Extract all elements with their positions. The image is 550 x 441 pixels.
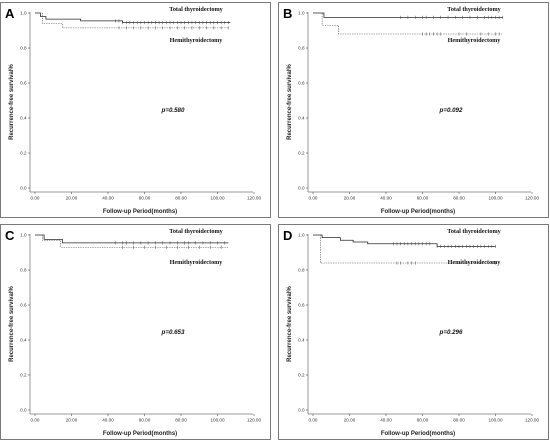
legend-hemithyroidectomy: Hemithyroidectomy: [448, 259, 502, 266]
p-value-annotation: p=0.296: [439, 329, 463, 336]
legend-hemithyroidectomy: Hemithyroidectomy: [170, 37, 224, 44]
y-axis-label: Recurrence-free survival%: [9, 285, 15, 361]
x-tick-label: 60.00: [139, 418, 151, 423]
km-panel-d: D 0.0 0.2 0.4 0.6 0.8 1.0 0.00 20.00 40.00 60.00 80…: [278, 224, 549, 440]
y-tick-label: 0.2: [20, 151, 27, 156]
x-tick-label: 20.00: [344, 418, 356, 423]
x-tick-label: 0.00: [309, 196, 318, 201]
x-tick-label: 100.00: [210, 196, 224, 201]
x-tick-label: 60.00: [417, 196, 429, 201]
y-tick-label: 0.8: [20, 268, 27, 273]
y-tick-label: 0.0: [20, 408, 27, 413]
y-axis-label: Recurrence-free survival%: [9, 63, 15, 139]
x-tick-label: 40.00: [102, 418, 114, 423]
p-value-annotation: p=0.092: [439, 107, 463, 114]
series-line-hemithyroidectomy: [313, 12, 503, 35]
x-tick-label: 100.00: [210, 418, 224, 423]
x-tick-label: 80.00: [175, 196, 187, 201]
y-tick-label: 1.0: [298, 11, 305, 16]
y-tick-label: 0.2: [298, 373, 305, 378]
x-tick-label: 120.00: [247, 418, 261, 423]
x-tick-label: 40.00: [380, 418, 392, 423]
x-tick-label: 20.00: [344, 196, 356, 201]
y-tick-label: 0.0: [20, 186, 27, 191]
legend-total-thyroidectomy: Total thyroidectomy: [169, 228, 223, 235]
panel-letter: D: [283, 228, 292, 243]
x-tick-label: 100.00: [488, 418, 502, 423]
panel-frame: [0, 2, 271, 218]
y-axis-label: Recurrence-free survival%: [287, 63, 293, 139]
y-tick-label: 0.2: [298, 151, 305, 156]
y-tick-label: 0.0: [298, 408, 305, 413]
x-tick-label: 0.00: [309, 418, 318, 423]
panel-frame: [278, 224, 549, 440]
series-line-hemithyroidectomy: [35, 234, 229, 248]
x-tick-label: 20.00: [66, 418, 78, 423]
y-tick-label: 0.8: [20, 46, 27, 51]
y-tick-label: 0.4: [20, 116, 27, 121]
series-line-total-thyroidectomy: [35, 12, 231, 24]
y-tick-label: 0.4: [298, 338, 305, 343]
y-axis-label: Recurrence-free survival%: [287, 285, 293, 361]
y-tick-label: 0.6: [298, 303, 305, 308]
panel-frame: [278, 2, 549, 218]
panel-letter: A: [5, 6, 15, 21]
y-tick-label: 0.4: [20, 338, 27, 343]
panel-letter: B: [283, 6, 292, 21]
y-tick-label: 0.8: [298, 46, 305, 51]
x-tick-label: 60.00: [139, 196, 151, 201]
x-tick-label: 120.00: [247, 196, 261, 201]
y-tick-label: 0.2: [20, 373, 27, 378]
x-tick-label: 120.00: [525, 196, 539, 201]
y-tick-label: 0.0: [298, 186, 305, 191]
series-line-hemithyroidectomy: [35, 12, 229, 29]
x-tick-label: 60.00: [417, 418, 429, 423]
p-value-annotation: p=0.653: [161, 329, 185, 336]
x-tick-label: 0.00: [31, 196, 40, 201]
y-tick-label: 1.0: [298, 233, 305, 238]
panel-letter: C: [5, 228, 15, 243]
y-tick-label: 1.0: [20, 233, 27, 238]
legend-hemithyroidectomy: Hemithyroidectomy: [448, 37, 502, 44]
x-axis-label: Follow-up Period(months): [381, 209, 455, 215]
y-tick-label: 0.6: [20, 303, 27, 308]
series-line-total-thyroidectomy: [35, 234, 229, 244]
x-axis-label: Follow-up Period(months): [103, 431, 177, 437]
km-panel-a: A 0.0 0.2 0.4 0.6 0.8 1.0 0.00 20.00 40.00 60.00 80…: [0, 2, 271, 218]
x-tick-label: 40.00: [380, 196, 392, 201]
y-tick-label: 0.4: [298, 116, 305, 121]
y-tick-label: 0.6: [298, 81, 305, 86]
y-tick-label: 0.6: [20, 81, 27, 86]
km-panel-b: B 0.0 0.2 0.4 0.6 0.8 1.0 0.00 20.00 40.00 60.00 80…: [278, 2, 549, 218]
km-panel-c: C 0.0 0.2 0.4 0.6 0.8 1.0 0.00 20.00 40.00 60.00 80…: [0, 224, 271, 440]
x-tick-label: 120.00: [525, 418, 539, 423]
x-tick-label: 20.00: [66, 196, 78, 201]
p-value-annotation: p=0.580: [161, 107, 185, 114]
y-tick-label: 0.8: [298, 268, 305, 273]
panel-frame: [0, 224, 271, 440]
legend-total-thyroidectomy: Total thyroidectomy: [169, 6, 223, 13]
x-tick-label: 100.00: [488, 196, 502, 201]
series-line-total-thyroidectomy: [313, 234, 496, 247]
x-tick-label: 40.00: [102, 196, 114, 201]
x-axis-label: Follow-up Period(months): [381, 431, 455, 437]
x-tick-label: 0.00: [31, 418, 40, 423]
legend-total-thyroidectomy: Total thyroidectomy: [447, 6, 501, 13]
y-tick-label: 1.0: [20, 11, 27, 16]
x-tick-label: 80.00: [175, 418, 187, 423]
x-tick-label: 80.00: [453, 196, 465, 201]
legend-total-thyroidectomy: Total thyroidectomy: [447, 228, 501, 235]
legend-hemithyroidectomy: Hemithyroidectomy: [170, 259, 224, 266]
x-axis-label: Follow-up Period(months): [103, 209, 177, 215]
x-tick-label: 80.00: [453, 418, 465, 423]
